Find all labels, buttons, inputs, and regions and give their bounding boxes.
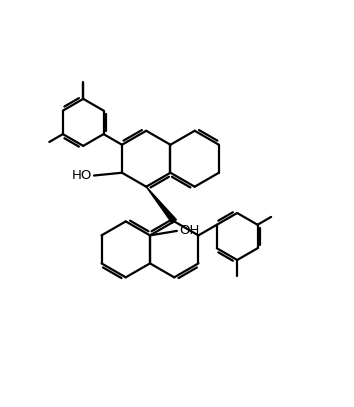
Polygon shape [146, 187, 176, 223]
Text: OH: OH [179, 224, 199, 237]
Text: HO: HO [72, 169, 92, 182]
